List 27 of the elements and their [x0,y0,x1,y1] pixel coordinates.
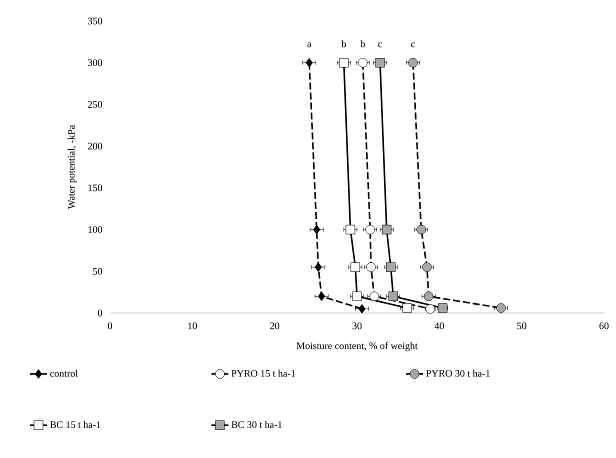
annotation: b [360,40,365,48]
y-tick-label: 150 [88,184,102,192]
annotation: c [411,42,415,48]
x-tick-label: 50 [517,322,526,330]
y-tick-label: 0 [98,310,102,316]
legend-label: PYRO 15 t ha-1 [231,370,296,377]
x-tick-label: 60 [599,322,609,330]
x-tick-label: 0 [108,322,112,330]
x-tick-label: 20 [270,322,280,330]
y-tick-label: 250 [88,101,102,108]
x-tick-label: 30 [352,322,362,330]
legend-label: control [50,370,78,377]
y-tick-label: 200 [88,142,102,150]
y-tick-label: 100 [88,226,102,233]
annotation: c [378,42,382,48]
legend-label: BC 15 t ha-1 [50,420,100,428]
x-tick-label: 40 [434,322,444,330]
legend-label: BC 30 t ha-1 [231,420,282,428]
annotation: b [341,40,346,48]
y-tick-label: 300 [88,59,102,66]
y-tick-label: 50 [93,268,102,275]
legend-label: PYRO 30 t ha-1 [426,370,490,377]
x-tick-label: 10 [188,322,197,330]
y-tick-label: 350 [88,18,102,24]
annotation: a [307,42,312,48]
x-axis-title: Moisture content, % of weight [296,342,418,352]
y-axis-title: Water potential, -kPa [68,125,77,210]
